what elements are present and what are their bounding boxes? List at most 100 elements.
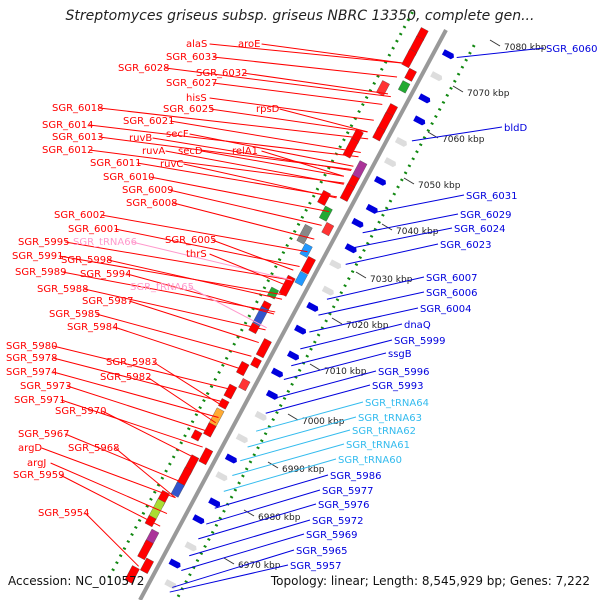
left-leader-line bbox=[96, 313, 252, 357]
right-feature-label: SGR_5977 bbox=[322, 486, 374, 497]
left-feature-label: SGR_6027 bbox=[166, 78, 218, 89]
left-feature-label: SGR_6008 bbox=[126, 198, 178, 209]
gene-feature-reverse bbox=[192, 514, 205, 525]
left-feature-label: SGR_5987 bbox=[82, 296, 134, 307]
left-feature-label: aroE bbox=[238, 39, 260, 50]
left-feature-label: SGR_5994 bbox=[80, 269, 132, 280]
left-feature-label: SGR_5973 bbox=[20, 381, 72, 392]
page-title: Streptomyces griseus subsp. griseus NBRC… bbox=[65, 8, 535, 24]
kbp-tick bbox=[355, 271, 367, 279]
gene-feature-forward bbox=[223, 383, 238, 400]
left-feature-label: SGR_6011 bbox=[90, 158, 142, 169]
gene-feature-forward bbox=[238, 378, 251, 392]
gene-feature-reverse bbox=[168, 558, 181, 569]
left-feature-label: SGR_6021 bbox=[123, 116, 175, 127]
right-leader-line bbox=[326, 276, 425, 300]
accession-label: Accession: NC_010572 bbox=[8, 574, 145, 588]
right-leader-line bbox=[189, 519, 311, 557]
left-leader-line bbox=[210, 108, 368, 133]
left-feature-label: SGR_6002 bbox=[54, 210, 106, 221]
left-leader-line bbox=[152, 361, 225, 408]
kbp-tick-label: 6970 kbp bbox=[238, 561, 281, 571]
right-leader-line bbox=[247, 416, 357, 448]
gene-feature-forward bbox=[203, 422, 217, 438]
right-leader-line bbox=[232, 443, 345, 477]
left-feature-label: ruvA bbox=[142, 146, 165, 157]
left-leader-line bbox=[127, 273, 275, 315]
left-feature-label: argD bbox=[18, 443, 42, 454]
left-feature-label: SGR_5971 bbox=[14, 395, 66, 406]
left-leader-line bbox=[101, 410, 197, 460]
kbp-tick-label: 7050 kbp bbox=[418, 181, 461, 191]
left-leader-line bbox=[243, 72, 389, 95]
right-feature-label: SGR_5976 bbox=[318, 500, 370, 511]
left-leader-line bbox=[114, 326, 245, 371]
left-feature-label: SGR_5967 bbox=[18, 429, 70, 440]
kbp-tick-label: 6990 kbp bbox=[282, 465, 325, 475]
left-leader-line bbox=[61, 399, 203, 448]
right-feature-label: SGR_6029 bbox=[460, 210, 512, 221]
left-feature-label: secF bbox=[166, 129, 189, 140]
gene-feature-forward bbox=[294, 271, 308, 287]
right-leader-line bbox=[283, 352, 387, 380]
gene-feature-reverse bbox=[365, 203, 378, 214]
kbp-tick bbox=[309, 363, 321, 371]
genome-backbone bbox=[138, 29, 448, 600]
left-leader-line bbox=[53, 371, 219, 418]
right-feature-label: SGR_tRNA64 bbox=[365, 398, 429, 409]
left-leader-line bbox=[209, 253, 286, 286]
right-feature-label: SGR_5965 bbox=[296, 546, 348, 557]
left-feature-label: alaS bbox=[186, 39, 207, 50]
gene-feature-reverse bbox=[235, 433, 248, 444]
gene-feature-reverse bbox=[184, 541, 197, 552]
left-leader-line bbox=[59, 474, 161, 527]
gene-feature-forward bbox=[398, 80, 411, 94]
left-feature-label: SGR_5968 bbox=[68, 443, 120, 454]
left-leader-line bbox=[188, 286, 267, 329]
gene-feature-reverse bbox=[254, 410, 267, 421]
kbp-tick bbox=[489, 39, 501, 47]
left-leader-line bbox=[279, 108, 368, 133]
right-leader-line bbox=[345, 243, 439, 265]
right-leader-line bbox=[265, 384, 371, 414]
gene-feature-reverse bbox=[430, 71, 443, 82]
left-feature-label: SGR_5985 bbox=[49, 309, 101, 320]
gene-feature-forward bbox=[339, 183, 355, 202]
left-leader-line bbox=[165, 150, 344, 185]
left-leader-line bbox=[201, 150, 344, 177]
left-feature-label: SGR_6028 bbox=[118, 63, 170, 74]
gene-feature-reverse bbox=[164, 579, 177, 590]
left-feature-label: SGR_6014 bbox=[42, 120, 94, 131]
gene-feature-forward bbox=[296, 224, 313, 245]
left-feature-label: SGR_tRNA65 bbox=[130, 282, 194, 293]
left-leader-line bbox=[150, 176, 330, 213]
right-feature-label: SGR_5999 bbox=[394, 336, 446, 347]
left-feature-label: SGR_6009 bbox=[122, 185, 174, 196]
left-feature-label: SGR_6013 bbox=[52, 132, 104, 143]
right-feature-label: ssgB bbox=[388, 349, 412, 360]
right-feature-label: SGR_6060 bbox=[546, 44, 598, 55]
left-leader-line bbox=[261, 43, 405, 64]
gene-feature-reverse bbox=[321, 285, 334, 296]
right-leader-line bbox=[223, 458, 337, 492]
left-leader-line bbox=[53, 345, 234, 391]
gene-feature-reverse bbox=[418, 93, 431, 104]
left-feature-label: SGR_5998 bbox=[61, 255, 113, 266]
right-feature-label: SGR_tRNA62 bbox=[352, 426, 416, 437]
left-leader-line bbox=[50, 462, 168, 515]
right-leader-line bbox=[198, 503, 317, 540]
right-feature-label: bldD bbox=[504, 123, 527, 134]
gene-feature-forward bbox=[299, 243, 313, 258]
left-leader-line bbox=[189, 133, 354, 167]
right-leader-line bbox=[181, 533, 305, 572]
right-leader-line bbox=[206, 489, 321, 525]
left-leader-line bbox=[213, 82, 383, 105]
left-feature-label: SGR_5980 bbox=[6, 341, 58, 352]
left-feature-label: SGR_6005 bbox=[165, 235, 217, 246]
right-leader-line bbox=[300, 323, 403, 350]
left-leader-line bbox=[170, 120, 361, 154]
left-leader-line bbox=[209, 43, 405, 64]
kbp-tick-label: 7020 kbp bbox=[346, 321, 389, 331]
right-leader-line bbox=[373, 194, 465, 214]
